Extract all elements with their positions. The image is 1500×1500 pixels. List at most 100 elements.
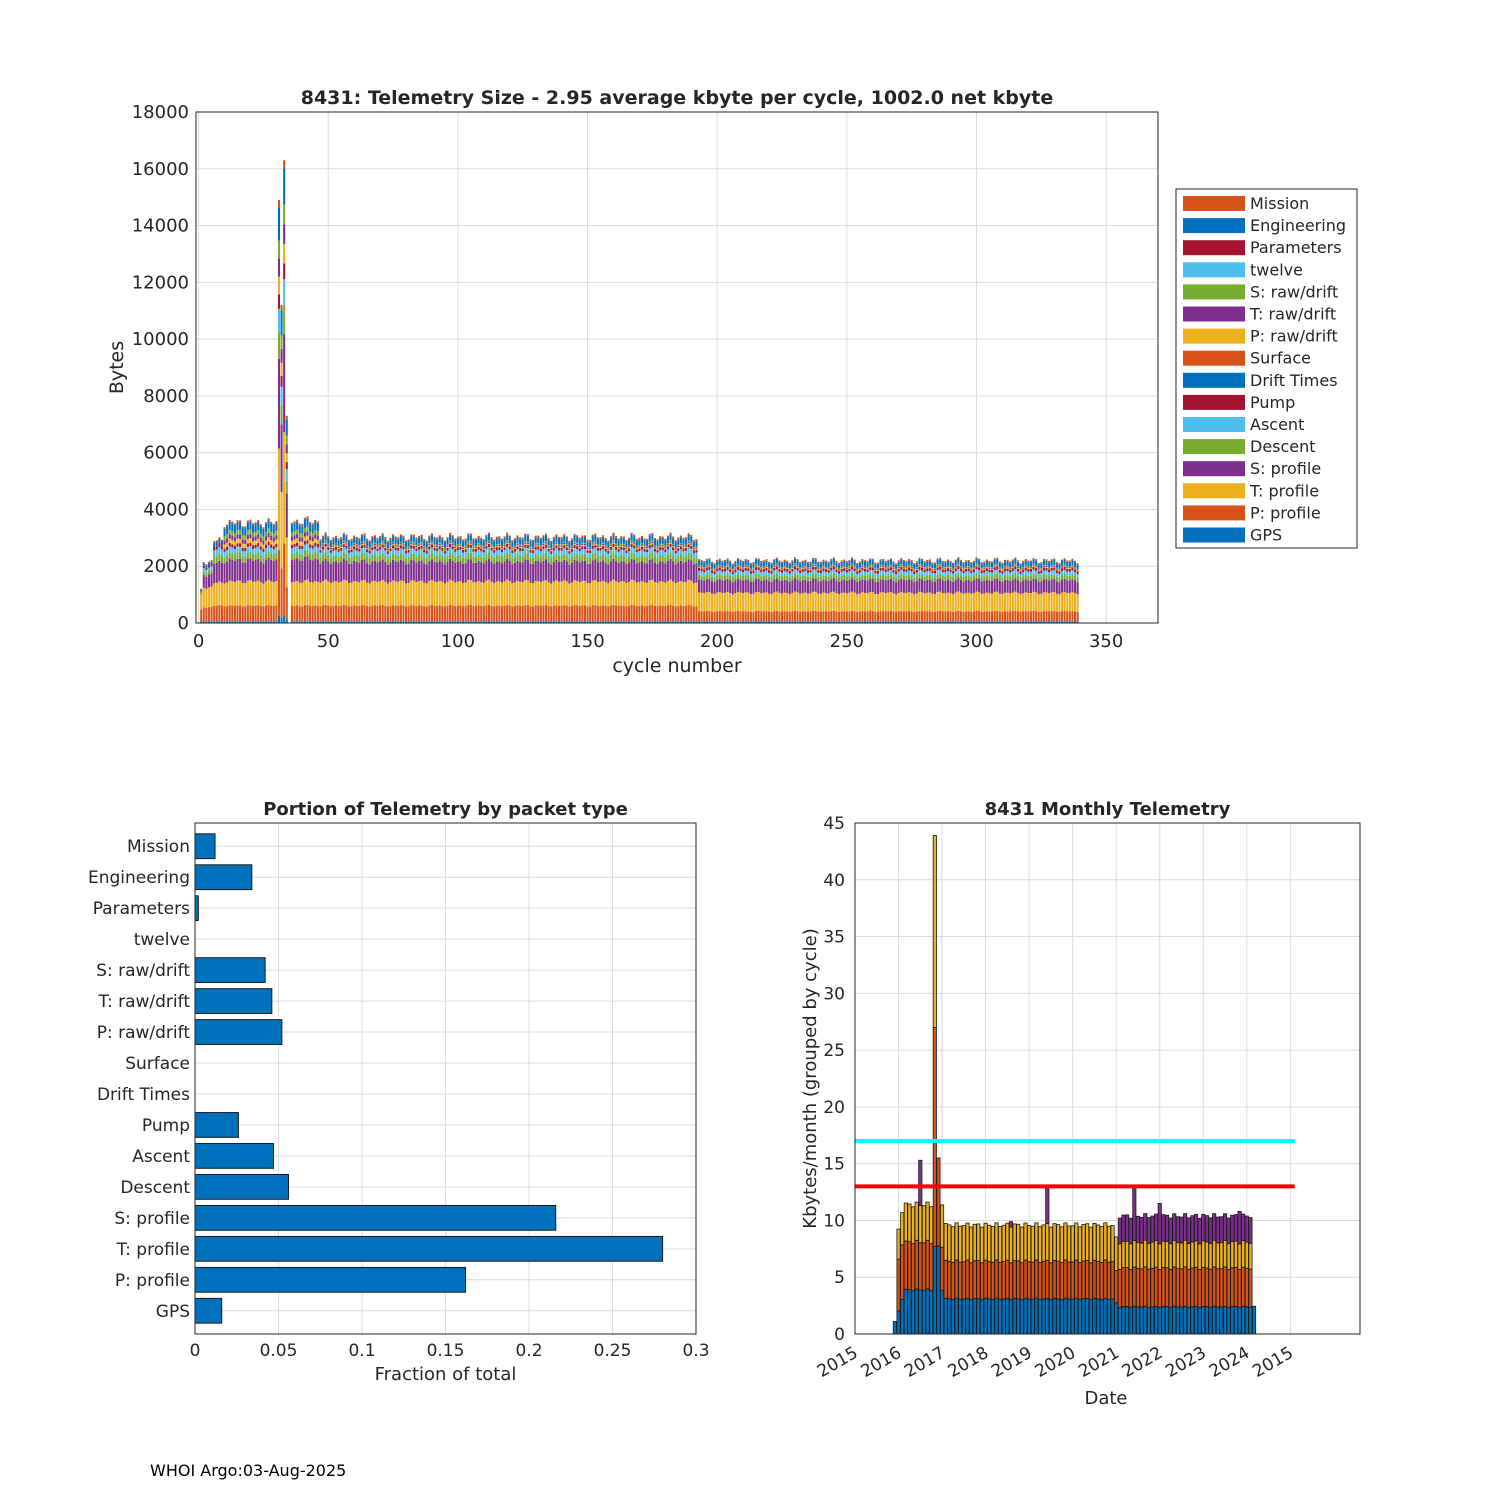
bar-segment bbox=[264, 523, 268, 532]
bar-segment bbox=[1186, 1243, 1191, 1270]
bar-segment bbox=[347, 550, 351, 553]
bar-segment bbox=[967, 565, 970, 567]
bar-segment bbox=[485, 553, 488, 561]
bar-segment bbox=[557, 555, 561, 562]
bar-segment bbox=[583, 542, 586, 544]
legend-swatch bbox=[1183, 372, 1245, 388]
bar-segment bbox=[462, 557, 465, 564]
bar-segment bbox=[791, 575, 794, 581]
bar-segment bbox=[602, 544, 605, 547]
bar-segment bbox=[594, 559, 597, 581]
bar-segment bbox=[918, 610, 921, 622]
bar-segment bbox=[363, 541, 366, 543]
bar-segment bbox=[983, 580, 986, 594]
bar-segment bbox=[433, 605, 436, 622]
bar-segment bbox=[581, 605, 584, 622]
bar-segment bbox=[661, 621, 664, 623]
bar-segment bbox=[1201, 1305, 1206, 1335]
bar-segment bbox=[905, 568, 908, 570]
bar-segment bbox=[1022, 568, 1025, 570]
bar-segment bbox=[926, 559, 929, 562]
bar-segment bbox=[314, 542, 317, 547]
bar-segment bbox=[736, 573, 739, 579]
bar-segment bbox=[661, 546, 664, 548]
bar-segment bbox=[853, 565, 856, 567]
bar-segment bbox=[366, 540, 369, 546]
bar-segment bbox=[1045, 1187, 1050, 1224]
bar-segment bbox=[843, 611, 846, 622]
bar-segment bbox=[1143, 1305, 1148, 1335]
bar-segment bbox=[832, 566, 835, 570]
bar-segment bbox=[1035, 570, 1038, 575]
bar-segment bbox=[762, 566, 765, 568]
bar-segment bbox=[1019, 563, 1022, 565]
bar-segment bbox=[210, 566, 213, 571]
bar-segment bbox=[801, 567, 804, 569]
bar-segment bbox=[1103, 1297, 1108, 1335]
y-tick-label: GPS bbox=[156, 1302, 190, 1322]
bar-segment bbox=[734, 568, 737, 570]
y-tick-label: T: raw/drift bbox=[97, 992, 190, 1012]
bar-segment bbox=[897, 575, 900, 581]
bar-segment bbox=[915, 621, 918, 623]
bar-segment bbox=[379, 545, 382, 547]
bar-segment bbox=[814, 621, 817, 623]
bar-segment bbox=[941, 576, 944, 581]
bar-segment bbox=[591, 542, 594, 544]
bar-segment bbox=[713, 582, 716, 595]
bar-segment bbox=[874, 593, 877, 612]
bar-segment bbox=[954, 565, 957, 567]
bar-segment bbox=[838, 569, 841, 571]
bar-segment bbox=[812, 610, 815, 622]
bar-segment bbox=[978, 621, 981, 623]
bar-segment bbox=[900, 573, 903, 579]
bar-segment bbox=[911, 1290, 916, 1335]
bar-segment bbox=[244, 528, 247, 536]
bar-segment bbox=[677, 545, 680, 548]
bar-segment bbox=[1052, 1260, 1057, 1299]
bar-segment bbox=[526, 541, 529, 543]
bar-segment bbox=[545, 605, 548, 622]
bar-segment bbox=[389, 539, 392, 546]
legend-swatch bbox=[1183, 461, 1245, 477]
bar-segment bbox=[666, 621, 669, 623]
bar-segment bbox=[705, 574, 708, 580]
bar-segment bbox=[687, 542, 690, 544]
bar-segment bbox=[952, 573, 955, 578]
bar-segment bbox=[1050, 611, 1053, 622]
bar-segment bbox=[796, 565, 799, 567]
bar-segment bbox=[578, 539, 581, 545]
bar-segment bbox=[838, 570, 841, 571]
bar-segment bbox=[633, 543, 636, 545]
bar-segment bbox=[1161, 1240, 1166, 1268]
bar-segment bbox=[783, 561, 786, 566]
legend-entry: S: raw/drift bbox=[1250, 282, 1338, 301]
bar-segment bbox=[788, 568, 791, 570]
bar-segment bbox=[379, 561, 382, 582]
bar-segment bbox=[239, 621, 242, 623]
bar-segment bbox=[856, 570, 859, 572]
bar-segment bbox=[329, 539, 332, 542]
bar-segment bbox=[949, 593, 952, 612]
bar-segment bbox=[793, 558, 797, 564]
bar-segment bbox=[903, 1288, 908, 1335]
bar-segment bbox=[257, 552, 260, 559]
bar-segment bbox=[900, 565, 903, 566]
bar-segment bbox=[384, 561, 387, 582]
bar-segment bbox=[1179, 1216, 1184, 1244]
bar-segment bbox=[1050, 621, 1053, 623]
bar-segment bbox=[887, 621, 890, 623]
bar-segment bbox=[366, 563, 369, 583]
bar-segment bbox=[293, 543, 296, 548]
bar-segment bbox=[1006, 566, 1009, 568]
bar-segment bbox=[799, 581, 802, 594]
bar-segment bbox=[283, 334, 286, 433]
bar-segment bbox=[983, 1222, 988, 1261]
bar-segment bbox=[239, 580, 242, 606]
bar-segment bbox=[532, 547, 535, 549]
bar-segment bbox=[581, 554, 584, 561]
bar-segment bbox=[384, 621, 387, 623]
bar-segment bbox=[239, 552, 242, 559]
bar-segment bbox=[998, 611, 1001, 622]
bar-segment bbox=[967, 611, 970, 622]
